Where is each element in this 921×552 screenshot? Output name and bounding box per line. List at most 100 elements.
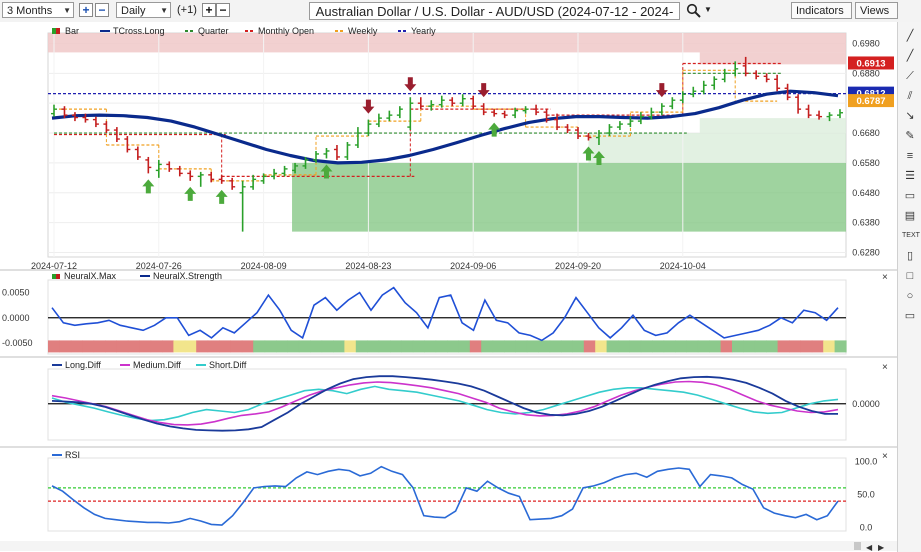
rsi-line [51,465,839,526]
diff-legend: Long.Diff Medium.Diff Short.Diff [52,360,247,370]
price-bar [407,97,414,131]
arrow-tool-icon[interactable]: ↘ [905,110,915,122]
support-zone [292,162,846,232]
neuralx-max-cell [732,340,744,353]
price-bar [417,97,424,110]
scrollbar-thumb [854,542,861,550]
interval-dropdown-label: Daily [121,5,146,17]
neuralx-max-cell [640,340,653,353]
neuralx-max-cell [720,340,733,353]
price-bar [197,171,204,187]
range-dropdown-label: 3 Months [7,5,53,17]
price-y-tick-label: 0.6680 [852,128,880,138]
neuralx-max-cell [458,340,471,353]
price-bar [313,150,319,163]
zoom-in-button[interactable]: + [202,3,216,17]
buy-signal-arrow [592,151,605,165]
neuralx-max-cell [800,340,813,353]
price-panel: 0.69800.68800.67800.66800.65800.64800.63… [0,22,897,271]
price-bar [187,170,194,181]
legend-medium-diff: Medium.Diff [133,360,181,370]
neuralx-y-tick-label: -0.0050 [2,338,33,348]
legend-short-diff: Short.Diff [209,360,247,370]
indicators-button[interactable]: Indicators ▼ [791,2,852,32]
price-bar [155,159,162,178]
price-y-tick-label: 0.6380 [852,218,880,228]
chart-area[interactable]: 0.69800.68800.67800.66800.65800.64800.63… [0,22,897,552]
levels-tool-icon[interactable]: ☰ [905,170,915,182]
neuralx-max-cell [538,340,551,353]
legend-quarter: Quarter [198,26,229,36]
chevron-down-icon: ▼ [160,6,168,15]
text-tool-icon[interactable]: TEXT [902,232,920,239]
trend-tool-icon[interactable]: ⟋ [906,70,914,82]
scroll-right-icon: ▶ [878,543,885,552]
neuralx-max-cell [789,340,801,353]
price-bar [396,106,403,119]
channel-box-icon[interactable]: ▭ [904,190,916,202]
price-bar [176,165,183,177]
price-bar [208,171,215,183]
resistance-zone-lower [699,52,846,65]
neuralx-max-cell [401,340,414,353]
medium-diff-line [51,380,839,426]
fib-tool-icon[interactable]: ≡ [906,150,914,162]
search-icon[interactable] [686,3,702,19]
chevron-down-icon[interactable]: ▼ [704,5,712,14]
range-dropdown[interactable]: 3 Months ▼ [2,2,74,18]
price-bar [616,121,623,131]
line-tool-icon[interactable]: ╱ [906,30,914,42]
price-x-tick-label: 2024-09-20 [555,261,601,271]
price-bar [763,73,770,83]
circle-tool-icon[interactable]: ○ [906,290,914,302]
neuralx-max-cell [504,340,516,353]
price-bar [166,161,173,172]
price-y-tick-label: 0.6980 [852,38,880,48]
price-x-tick-label: 2024-08-23 [345,261,391,271]
views-button[interactable]: Views ▼ [855,2,898,32]
channel-tool-icon[interactable]: ⫽ [907,90,913,102]
neuralx-max-cell [207,340,220,353]
price-x-tick-label: 2024-09-06 [450,261,496,271]
price-bar [533,104,540,116]
price-bar [679,91,686,104]
sell-signal-arrow [477,83,490,98]
interval-dropdown[interactable]: Daily ▼ [116,2,171,18]
neuralx-max-cell [526,340,539,353]
shape-tool-icon[interactable]: ▯ [906,250,914,262]
rectangle-tool-icon[interactable]: □ [906,270,914,282]
neuralx-max-cell [697,340,710,353]
neuralx-max-cell [287,340,300,353]
diff-y-tick-label: 0.0000 [852,399,880,409]
diff-close-icon: × [882,362,888,373]
buy-signal-arrow [184,186,197,201]
neuralx-max-cell [618,340,630,353]
add-range-button[interactable]: + [79,3,93,17]
neuralx-max-cell [766,340,779,353]
legend-weekly: Weekly [348,26,378,36]
price-bar [491,109,498,117]
neuralx-max-cell [241,340,254,353]
zoom-out-button[interactable]: − [216,3,230,17]
offset-label: (+1) [177,4,197,16]
neuralx-max-cell [333,340,345,353]
diff-panel: 0.0000 Long.Diff Medium.Diff Short.Diff × [0,360,897,448]
price-bar [816,110,823,120]
delete-tool-icon[interactable]: ▭ [904,310,916,322]
neuralx-max-cell [777,340,790,353]
ray-tool-icon[interactable]: ╱ [906,50,914,62]
sell-signal-arrow [362,99,375,114]
neuralx-max-cell [447,340,459,353]
plus-icon: + [82,3,90,17]
remove-range-button[interactable]: − [95,3,109,17]
pencil-tool-icon[interactable]: ✎ [905,130,915,142]
chevron-down-icon: ▼ [63,6,71,15]
gann-tool-icon[interactable]: ▤ [904,210,916,222]
symbol-title-field[interactable]: Australian Dollar / U.S. Dollar - AUD/US… [309,2,680,36]
price-bar [595,130,602,145]
price-bar [564,124,571,134]
neuralx-max-cell [230,340,243,353]
price-bar [71,112,78,122]
neuralx-max-cell [105,340,117,353]
price-legend: Bar TCross.Long Quarter Monthly Open Weekly Y… [52,26,436,36]
